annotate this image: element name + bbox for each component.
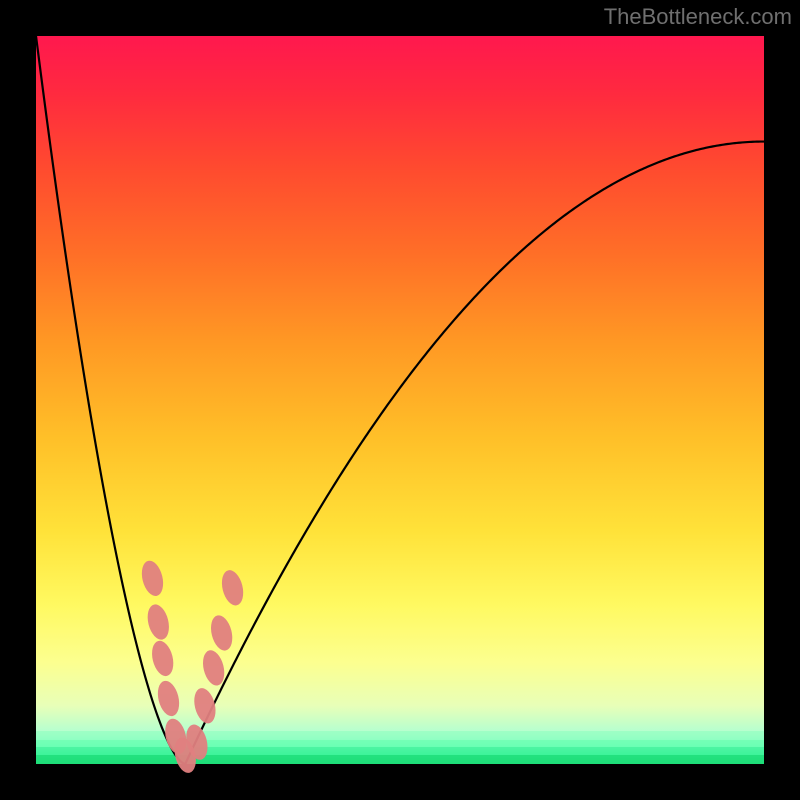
data-marker [138,558,166,598]
data-marker [219,568,247,608]
data-marker [200,648,228,688]
curve-layer [36,36,764,764]
plot-area [36,36,764,764]
data-markers [138,558,246,775]
watermark-text: TheBottleneck.com [604,4,792,30]
data-marker [149,639,177,679]
curve-path [36,36,764,764]
chart-container: TheBottleneck.com [0,0,800,800]
data-marker [154,679,182,719]
data-marker [144,602,172,642]
data-marker [191,686,219,726]
data-marker [208,613,236,653]
